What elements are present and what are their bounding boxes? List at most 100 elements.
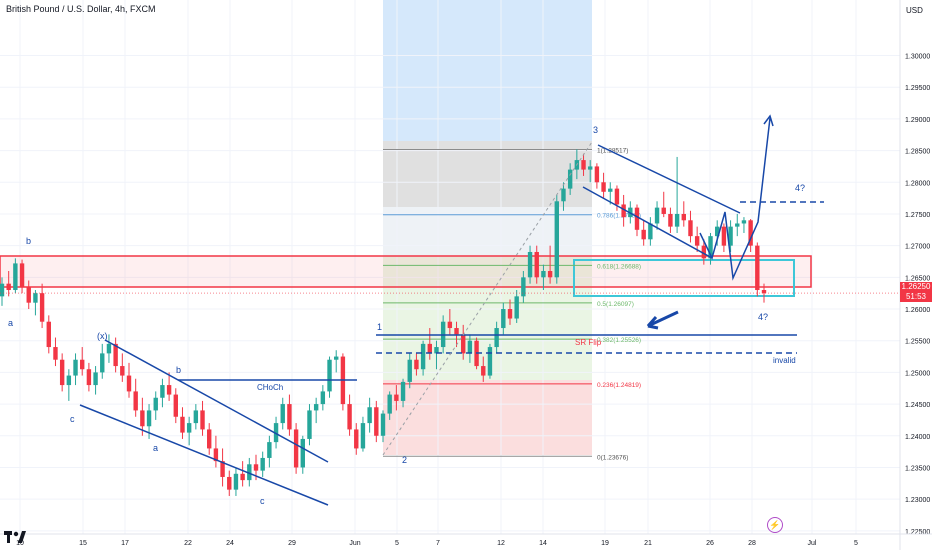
candle: [93, 366, 98, 395]
annotation-label: 4?: [795, 183, 805, 193]
candle: [6, 271, 11, 297]
time-tick-label: 15: [79, 540, 87, 547]
fib-label: 1(1.28517): [597, 148, 628, 155]
candle: [59, 353, 65, 392]
candle: [354, 423, 359, 455]
candle: [26, 280, 31, 310]
candle: [614, 185, 620, 211]
time-tick-label: 17: [121, 540, 129, 547]
tradingview-logo-icon[interactable]: [4, 528, 26, 546]
candle: [661, 191, 666, 218]
target-box: [573, 259, 795, 297]
candle: [494, 321, 499, 354]
candle: [19, 259, 25, 294]
time-tick-label: Jun: [349, 540, 360, 547]
candle: [153, 391, 158, 420]
candle: [601, 172, 606, 199]
candle: [527, 245, 533, 284]
candle: [207, 423, 212, 455]
candle: [688, 210, 693, 243]
candle: [260, 451, 265, 477]
price-tick-label: 1.22500: [905, 529, 930, 536]
time-tick-label: 10: [16, 540, 24, 547]
candle: [100, 343, 105, 379]
candle: [621, 194, 626, 227]
candle: [267, 435, 272, 468]
candle: [561, 182, 566, 211]
channel-upper-1: [104, 339, 329, 463]
candle: [641, 220, 646, 246]
annotation-label: b: [176, 365, 181, 375]
price-tick-label: 1.30000: [905, 54, 930, 61]
candle: [407, 353, 412, 389]
price-tick-label: 1.28000: [905, 180, 930, 187]
candle: [280, 397, 285, 430]
candle: [761, 283, 767, 303]
candle: [166, 372, 172, 401]
channel-lower-1: [79, 404, 329, 506]
candle: [481, 356, 486, 382]
currency-unit[interactable]: USD: [906, 6, 923, 15]
candle: [327, 356, 332, 398]
price-tick-label: 1.29500: [905, 85, 930, 92]
countdown-value: 51:53: [905, 292, 927, 301]
candle: [307, 404, 312, 446]
candle: [39, 283, 45, 329]
grid: [0, 0, 900, 534]
candle: [380, 410, 386, 443]
candle: [541, 264, 546, 291]
fib-label: 0.786(1.27488): [597, 213, 641, 220]
candle: [701, 239, 707, 265]
candle: [741, 217, 747, 233]
annotation-label: 4?: [758, 312, 768, 322]
fib-label: 0.5(1.26097): [597, 301, 634, 308]
price-tick-label: 1.28500: [905, 149, 930, 156]
price-tick-label: 1.29000: [905, 117, 930, 124]
candle: [374, 400, 379, 443]
time-tick-label: 14: [539, 540, 547, 547]
candle: [13, 258, 18, 294]
time-tick-label: 28: [748, 540, 756, 547]
last-price-value: 1.26250: [901, 282, 931, 291]
candle: [200, 400, 205, 436]
candle: [400, 378, 406, 408]
candle: [86, 362, 92, 392]
candle: [113, 337, 118, 373]
candle: [594, 163, 600, 189]
time-tick-label: 5: [854, 540, 858, 547]
price-tick-label: 1.23000: [905, 497, 930, 504]
candle: [80, 347, 85, 376]
sr-zone: [0, 255, 812, 288]
candle: [73, 353, 78, 386]
candle: [173, 388, 178, 424]
candle: [681, 201, 686, 227]
candle: [654, 201, 660, 230]
time-tick-label: 5: [395, 540, 399, 547]
time-tick-label: 22: [184, 540, 192, 547]
candle: [220, 448, 225, 487]
candle: [180, 407, 185, 439]
time-tick-label: 19: [601, 540, 609, 547]
candle: [414, 353, 419, 376]
candle: [674, 156, 680, 233]
candle: [53, 337, 58, 367]
candle: [721, 223, 727, 252]
candle: [240, 461, 245, 487]
candle: [193, 404, 199, 430]
candle: [106, 334, 112, 363]
price-tick-label: 1.26500: [905, 275, 930, 282]
candle: [387, 391, 392, 420]
candle: [648, 217, 653, 246]
fib-label: 0(1.23676): [597, 454, 628, 461]
annotation-label: 3: [593, 125, 598, 135]
candle: [126, 362, 132, 398]
fib-diagonal: [382, 141, 593, 456]
annotation-label: (x): [97, 331, 108, 341]
candle: [273, 416, 279, 449]
lightning-icon[interactable]: ⚡: [767, 517, 783, 533]
candle: [33, 290, 38, 316]
candle: [467, 334, 473, 363]
candle: [547, 245, 553, 284]
time-tick-label: 12: [497, 540, 505, 547]
